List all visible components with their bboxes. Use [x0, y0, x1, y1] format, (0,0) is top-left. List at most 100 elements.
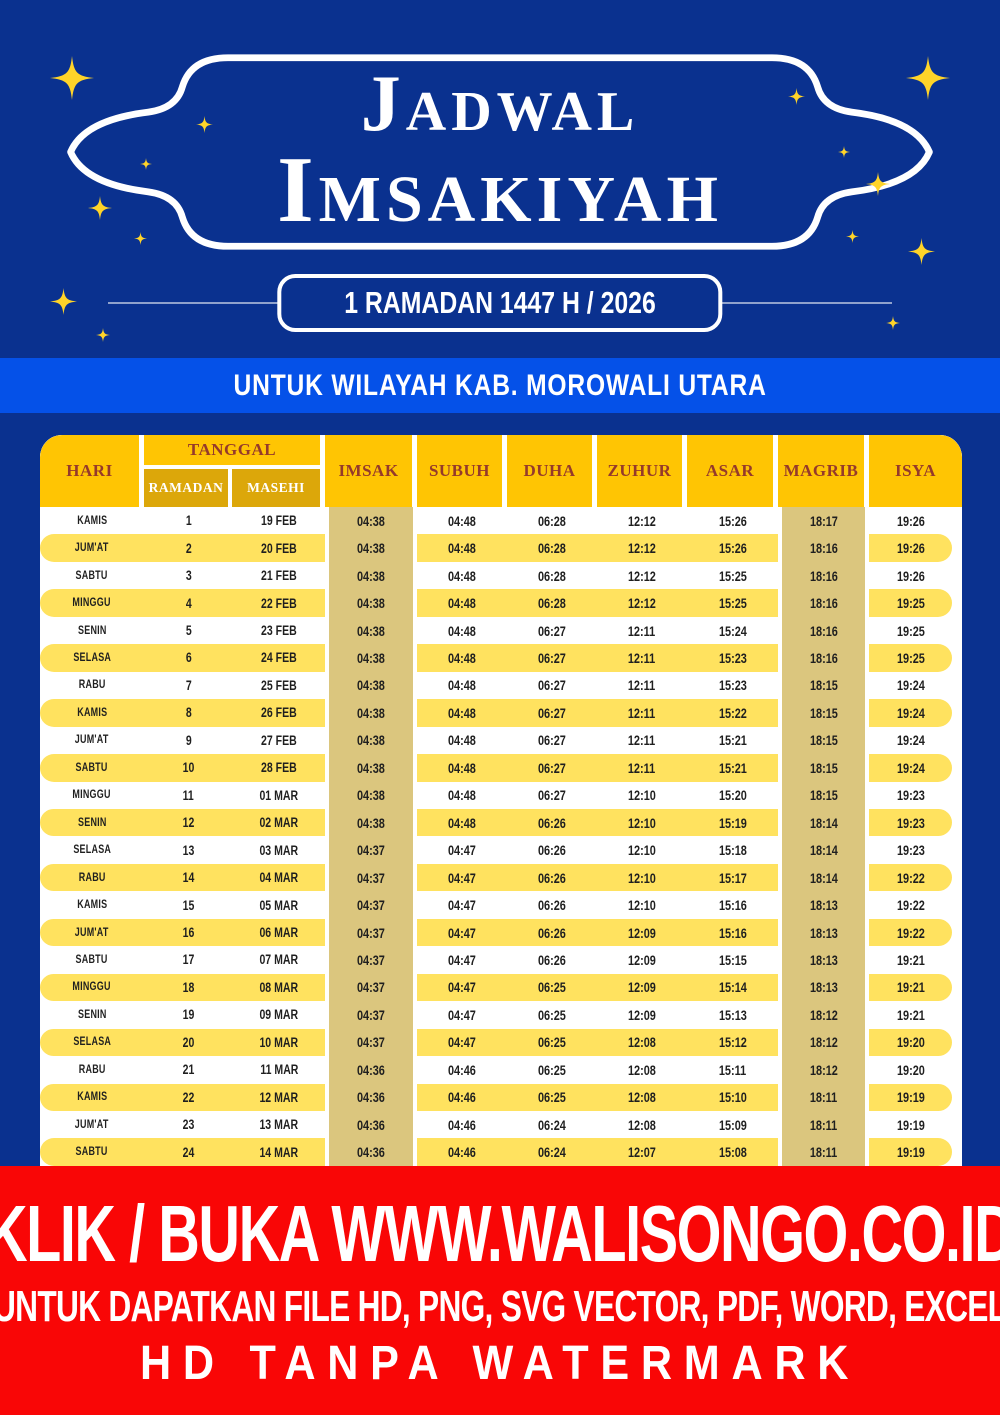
day-cell: JUM'AT: [75, 926, 109, 939]
promo-link-line[interactable]: KLIK / BUKA WWW.WALISONGO.CO.ID: [0, 1188, 1000, 1278]
day-cell: SABTU: [75, 953, 109, 966]
duha-time-cell: 06:27: [538, 704, 566, 721]
subuh-time-cell: 04:46: [448, 1089, 476, 1106]
duha-time-cell: 06:27: [538, 677, 566, 694]
sparkle-star-icon: [838, 146, 850, 158]
masehi-date-cell: 19 FEB: [261, 513, 297, 529]
ramadan-day-cell: 14: [182, 870, 195, 886]
ornament-frame: [67, 54, 933, 250]
imsak-time-cell: 04:36: [325, 1138, 417, 1166]
ramadan-day-cell: 10: [182, 760, 195, 776]
ramadan-day-cell: 18: [182, 979, 195, 995]
duha-time-cell: 06:24: [538, 1116, 566, 1133]
duha-time-cell: 06:25: [538, 979, 566, 996]
magrib-time-cell: 18:13: [778, 946, 869, 974]
masehi-date-cell: 11 MAR: [259, 1062, 299, 1078]
zuhur-time-cell: 12:11: [628, 704, 656, 721]
header-cell-imsak: IMSAK: [325, 435, 417, 507]
masehi-date-cell: 21 FEB: [261, 568, 297, 584]
magrib-time-cell: 18:15: [778, 726, 869, 755]
table-body: KAMIS 1 19 FEB 04:38 04:48 06:28 12:12 1…: [40, 507, 962, 1166]
subuh-time-cell: 04:46: [448, 1144, 476, 1161]
imsak-time-cell: 04:38: [325, 726, 417, 755]
zuhur-time-cell: 12:12: [628, 567, 656, 584]
isya-time-cell: 19:24: [896, 759, 925, 776]
subuh-time-cell: 04:46: [448, 1061, 476, 1078]
isya-time-cell: 19:25: [896, 622, 925, 639]
subuh-time-cell: 04:48: [448, 704, 476, 721]
day-cell: RABU: [78, 1063, 106, 1076]
isya-time-cell: 19:24: [896, 732, 925, 749]
imsak-time-cell: 04:38: [325, 589, 417, 617]
ramadan-day-cell: 20: [182, 1034, 195, 1050]
sparkle-star-icon: [134, 232, 147, 245]
subuh-time-cell: 04:48: [448, 595, 476, 612]
table-row: SENIN 19 09 MAR 04:37 04:47 06:25 12:09 …: [40, 1001, 962, 1029]
magrib-time-cell: 18:13: [778, 918, 869, 947]
isya-time-cell: 19:26: [896, 540, 925, 557]
imsak-time-cell: 04:38: [325, 644, 417, 672]
subuh-time-cell: 04:48: [448, 759, 476, 776]
zuhur-time-cell: 12:09: [628, 951, 656, 968]
day-cell: MINGGU: [72, 789, 112, 802]
ramadan-day-cell: 4: [185, 595, 192, 611]
masehi-date-cell: 25 FEB: [261, 677, 297, 693]
subuh-time-cell: 04:48: [448, 622, 476, 639]
asar-time-cell: 15:22: [718, 704, 747, 721]
header-cell-ramadan: RAMADAN: [144, 469, 232, 507]
imsak-time-cell: 04:37: [325, 891, 417, 919]
subuh-time-cell: 04:47: [448, 979, 476, 996]
magrib-time-cell: 18:14: [778, 808, 869, 837]
masehi-date-cell: 01 MAR: [259, 787, 299, 803]
subuh-time-cell: 04:48: [448, 649, 476, 666]
day-cell: SENIN: [77, 624, 107, 637]
table-row: KAMIS 15 05 MAR 04:37 04:47 06:26 12:10 …: [40, 891, 962, 919]
magrib-time-cell: 18:17: [778, 507, 869, 535]
subuh-time-cell: 04:48: [448, 540, 476, 557]
imsak-time-cell: 04:38: [325, 534, 417, 562]
magrib-time-cell: 18:16: [778, 534, 869, 562]
asar-time-cell: 15:08: [718, 1144, 747, 1161]
promo-description-line: UNTUK DAPATKAN FILE HD, PNG, SVG VECTOR,…: [0, 1281, 1000, 1331]
ramadan-day-cell: 23: [182, 1117, 195, 1133]
imsak-time-cell: 04:36: [325, 1083, 417, 1111]
isya-time-cell: 19:23: [896, 814, 925, 831]
day-cell: SELASA: [73, 651, 111, 664]
table-row: KAMIS 8 26 FEB 04:38 04:48 06:27 12:11 1…: [40, 699, 962, 728]
isya-time-cell: 19:25: [896, 649, 925, 666]
duha-time-cell: 06:24: [538, 1144, 566, 1161]
asar-time-cell: 15:10: [718, 1089, 747, 1106]
sparkle-star-icon: [140, 158, 152, 170]
imsak-time-cell: 04:36: [325, 1110, 417, 1139]
header-cell-magrib: MAGRIB: [778, 435, 869, 507]
ramadan-day-cell: 19: [182, 1007, 195, 1023]
masehi-date-cell: 09 MAR: [259, 1007, 299, 1023]
isya-time-cell: 19:22: [896, 924, 925, 941]
subuh-time-cell: 04:47: [448, 842, 476, 859]
zuhur-time-cell: 12:10: [628, 787, 656, 804]
header-cell-asar: ASAR: [687, 435, 778, 507]
day-cell: JUM'AT: [75, 1118, 109, 1131]
magrib-time-cell: 18:14: [778, 836, 869, 864]
asar-time-cell: 15:26: [718, 512, 747, 529]
imsak-time-cell: 04:37: [325, 863, 417, 892]
ramadan-day-cell: 22: [182, 1089, 195, 1105]
isya-time-cell: 19:22: [896, 869, 925, 886]
region-label: UNTUK WILAYAH KAB. MOROWALI UTARA: [233, 368, 767, 402]
zuhur-time-cell: 12:09: [628, 1006, 656, 1023]
duha-time-cell: 06:26: [538, 951, 566, 968]
day-cell: JUM'AT: [75, 542, 109, 555]
table-row: SENIN 5 23 FEB 04:38 04:48 06:27 12:11 1…: [40, 616, 962, 645]
subuh-time-cell: 04:46: [448, 1116, 476, 1133]
day-cell: SELASA: [73, 844, 111, 857]
sparkle-star-icon: [96, 328, 110, 342]
duha-time-cell: 06:26: [538, 842, 566, 859]
masehi-date-cell: 10 MAR: [259, 1034, 299, 1050]
duha-time-cell: 06:26: [538, 869, 566, 886]
isya-time-cell: 19:24: [896, 704, 925, 721]
subuh-time-cell: 04:47: [448, 897, 476, 914]
imsak-time-cell: 04:37: [325, 1001, 417, 1029]
asar-time-cell: 15:23: [718, 677, 747, 694]
masehi-date-cell: 28 FEB: [261, 760, 297, 776]
